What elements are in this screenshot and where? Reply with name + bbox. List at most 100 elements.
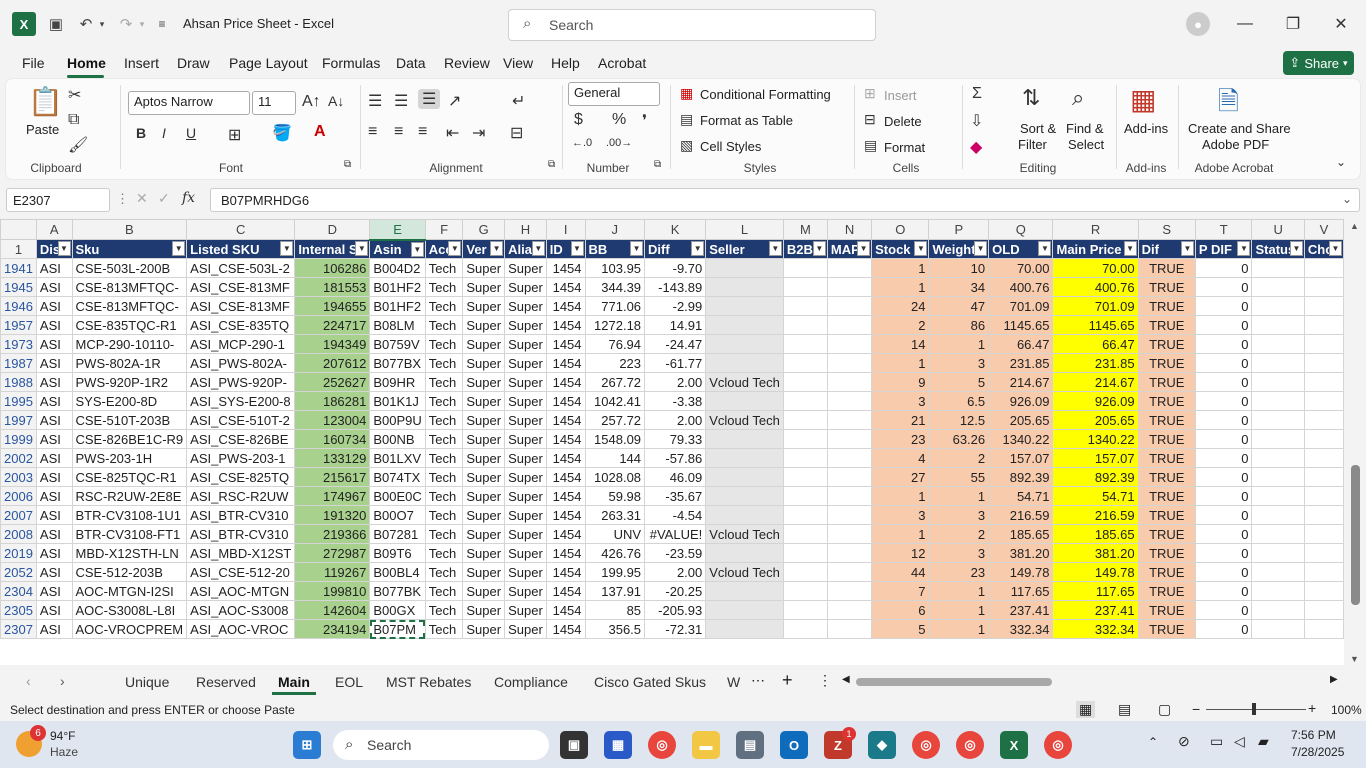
cell[interactable]: B01K1J (369, 391, 426, 411)
cell[interactable]: 174967 (294, 486, 371, 506)
cell[interactable] (1303, 619, 1344, 639)
cell[interactable]: ASI_CSE-813MF (186, 277, 296, 297)
column-header[interactable]: N (826, 219, 873, 240)
cell[interactable] (1251, 391, 1305, 411)
cell[interactable]: Vcloud Tech (705, 524, 784, 544)
cell[interactable]: 7 (871, 581, 930, 601)
cell[interactable]: TRUE (1137, 410, 1196, 430)
cell[interactable] (1251, 334, 1305, 354)
row-number[interactable]: 1945 (0, 277, 37, 297)
cell[interactable] (1251, 467, 1305, 487)
cell[interactable]: 79.33 (644, 429, 707, 449)
cell[interactable]: Super (462, 429, 506, 449)
cell[interactable]: Tech (424, 277, 464, 297)
cell[interactable] (705, 486, 784, 506)
cell[interactable] (1251, 543, 1305, 563)
cell[interactable]: AOC-VROCPREM (71, 619, 188, 639)
cell[interactable]: Super (462, 600, 506, 620)
cell[interactable] (782, 258, 828, 278)
cell[interactable] (1251, 524, 1305, 544)
filter-header-cell[interactable]: Asin ▼ (369, 239, 426, 259)
row-number[interactable]: 1946 (0, 296, 37, 316)
filter-dropdown-icon[interactable]: ▼ (355, 241, 369, 256)
row-number[interactable]: 2307 (0, 619, 37, 639)
cell[interactable]: B004D2 (369, 258, 426, 278)
cell[interactable]: 157.07 (988, 448, 1054, 468)
filter-dropdown-icon[interactable]: ▼ (812, 241, 826, 256)
cell[interactable]: BTR-CV3108-1U1 (71, 505, 188, 525)
filter-dropdown-icon[interactable]: ▼ (914, 241, 928, 256)
cell[interactable]: 1454 (545, 277, 586, 297)
cell[interactable]: ASI_CSE-826BE (186, 429, 296, 449)
cell[interactable]: -20.25 (644, 581, 707, 601)
cell[interactable]: TRUE (1137, 258, 1196, 278)
insert-cells-icon[interactable]: ⊞ (864, 85, 876, 101)
cell[interactable]: Tech (424, 486, 464, 506)
cell[interactable]: 142604 (294, 600, 371, 620)
save-icon[interactable]: ▣ (48, 16, 64, 33)
excel-taskbar-icon[interactable]: X (1000, 731, 1028, 759)
cell[interactable]: 106286 (294, 258, 371, 278)
fill-color-icon[interactable]: 🪣 (272, 125, 292, 142)
redo-dropdown-icon[interactable]: ▾ (139, 18, 145, 29)
cell[interactable] (1303, 296, 1344, 316)
cell[interactable]: 2.00 (644, 410, 707, 430)
cell[interactable]: 0 (1194, 467, 1253, 487)
cell[interactable] (826, 429, 873, 449)
cell[interactable] (826, 467, 873, 487)
cell[interactable]: 381.20 (988, 543, 1054, 563)
cell[interactable]: 0 (1194, 581, 1253, 601)
cell[interactable] (782, 619, 828, 639)
cell[interactable] (826, 258, 873, 278)
cell[interactable]: 47 (928, 296, 990, 316)
column-header[interactable]: O (871, 219, 930, 240)
copy-icon[interactable]: ⧉ (68, 111, 80, 128)
cell[interactable] (1303, 524, 1344, 544)
cell[interactable] (1251, 619, 1305, 639)
increase-font-icon[interactable]: A↑ (302, 93, 321, 110)
cell[interactable]: B09HR (369, 372, 426, 392)
cell[interactable] (705, 429, 784, 449)
cell[interactable]: 0 (1194, 391, 1253, 411)
cell[interactable]: ASI (35, 562, 73, 582)
cell[interactable]: B00GX (369, 600, 426, 620)
cell[interactable]: SYS-E200-8D (71, 391, 188, 411)
cell[interactable]: 27 (871, 467, 930, 487)
cell[interactable]: AOC-S3008L-L8I (71, 600, 188, 620)
cell[interactable]: 1454 (545, 372, 586, 392)
format-as-table-icon[interactable]: ▤ (680, 111, 694, 127)
cell[interactable]: PWS-920P-1R2 (71, 372, 188, 392)
filter-dropdown-icon[interactable]: ▼ (280, 241, 294, 256)
cell[interactable] (705, 258, 784, 278)
cell[interactable]: Super (504, 353, 547, 373)
column-header[interactable]: Q (988, 219, 1054, 240)
windows-start-icon[interactable]: ⊞ (293, 731, 321, 759)
expand-formula-icon[interactable]: ⌄ (1342, 192, 1353, 206)
cell[interactable]: 216.59 (1052, 505, 1139, 525)
find-select-label1[interactable]: Find & (1066, 121, 1104, 136)
cell[interactable]: 1 (928, 334, 990, 354)
format-painter-icon[interactable]: 🖌 (68, 137, 89, 154)
cell[interactable]: 426.76 (584, 543, 646, 563)
cell[interactable]: 0 (1194, 543, 1253, 563)
cell[interactable]: 332.34 (988, 619, 1054, 639)
cell[interactable]: B01HF2 (369, 296, 426, 316)
cell[interactable]: 1454 (545, 258, 586, 278)
cell[interactable]: B00BL4 (369, 562, 426, 582)
customize-toolbar-icon[interactable]: ≡ (158, 17, 166, 31)
cell[interactable] (1251, 277, 1305, 297)
cell[interactable]: ASI_MCP-290-1 (186, 334, 296, 354)
filter-header-cell[interactable]: Cho ▼ (1303, 239, 1344, 259)
sheet-tab-main[interactable]: Main (278, 674, 310, 690)
cell[interactable]: 0 (1194, 372, 1253, 392)
cell[interactable]: 24 (871, 296, 930, 316)
cell[interactable]: B077BK (369, 581, 426, 601)
cell[interactable]: 34 (928, 277, 990, 297)
orientation-icon[interactable]: ↗ (448, 93, 462, 110)
cell[interactable]: Super (504, 372, 547, 392)
column-header[interactable]: D (294, 219, 371, 240)
filter-dropdown-icon[interactable]: ▼ (1123, 241, 1137, 256)
cell[interactable]: 214.67 (1052, 372, 1139, 392)
cell[interactable] (1251, 258, 1305, 278)
tab-page-layout[interactable]: Page Layout (229, 55, 308, 71)
